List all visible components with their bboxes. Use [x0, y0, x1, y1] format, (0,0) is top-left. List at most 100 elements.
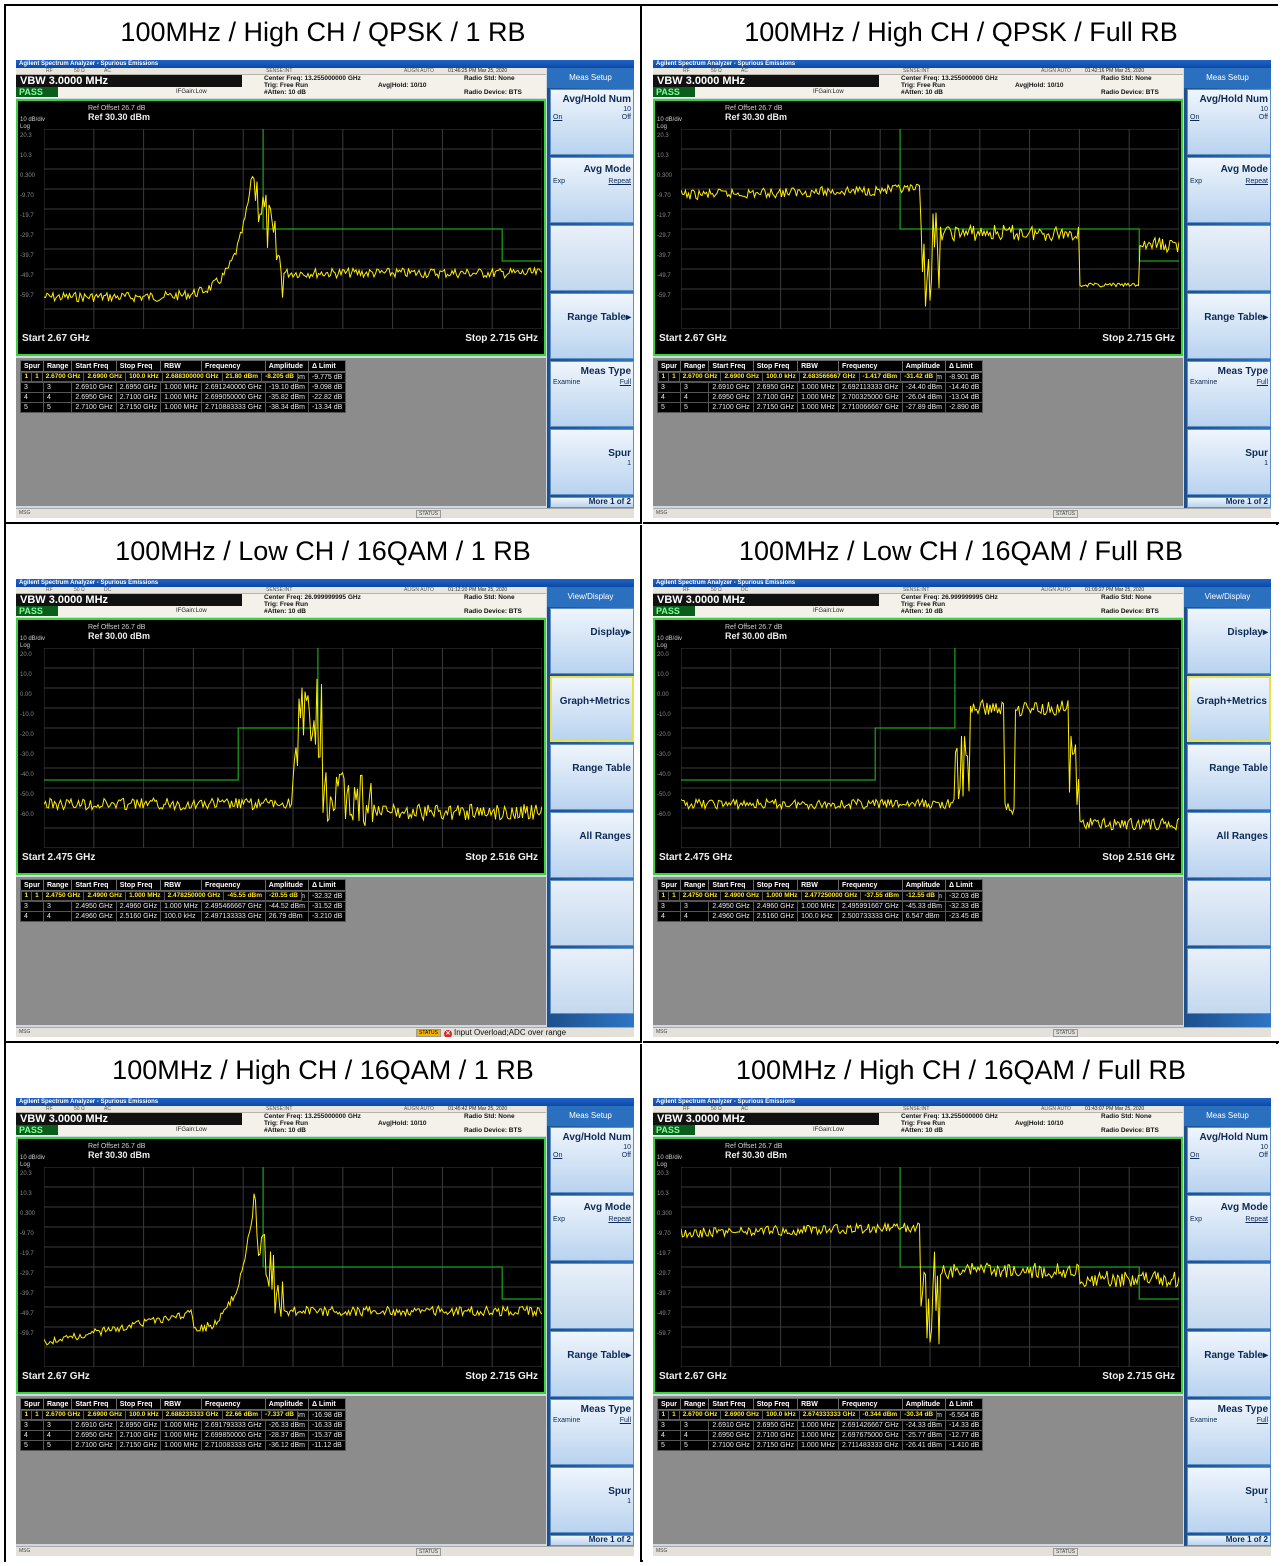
table-header: Range — [42, 1398, 73, 1410]
panel-title: 100MHz / High CH / 16QAM / 1 RB — [112, 1055, 534, 1085]
table-cell: 2.6900 GHz — [83, 372, 127, 382]
table-cell: 100.0 kHz — [160, 911, 202, 922]
range-table-softkey[interactable]: Range Table — [550, 744, 634, 810]
meas-type-softkey[interactable]: Meas Type Examine Full — [1187, 1399, 1271, 1465]
graph-metrics-softkey[interactable]: Graph+Metrics — [550, 676, 634, 742]
avg-mode-softkey[interactable]: Avg Mode Exp Repeat — [550, 1195, 634, 1261]
table-row[interactable]: 3 3 2.4950 GHz 2.4960 GHz 1.000 MHz 2.4954666… — [20, 901, 347, 912]
y-tick-label: -9.70 — [20, 1231, 34, 1237]
table-row[interactable]: 4 4 2.6950 GHz 2.7100 GHz 1.000 MHz 2.6990500… — [20, 392, 347, 403]
avg-hold-num-softkey[interactable]: Avg/Hold Num 10 On Off — [550, 89, 634, 155]
table-cell: 100.0 kHz — [762, 1410, 800, 1420]
spur-softkey[interactable]: Spur 1 — [550, 429, 634, 495]
table-row[interactable]: 3 3 2.6910 GHz 2.6950 GHz 1.000 MHz 2.6914266… — [657, 1420, 984, 1431]
range-table-softkey[interactable]: Range Table▸ — [1187, 1331, 1271, 1397]
more-softkey[interactable]: More 1 of 21 of 2 — [550, 1535, 634, 1546]
table-row[interactable]: 5 5 2.7100 GHz 2.7150 GHz 1.000 MHz 2.7114833… — [657, 1440, 984, 1451]
avg-mode-softkey[interactable]: Avg Mode Exp Repeat — [1187, 157, 1271, 223]
y-tick-label: -19.7 — [657, 213, 671, 219]
display-softkey[interactable]: Display▸ — [1187, 608, 1271, 674]
range-table-area: Spur Range Start Freq Stop Freq RBW Frequency… — [653, 1396, 1183, 1544]
table-cell: 2.699050000 GHz — [200, 392, 266, 403]
avg-mode-softkey[interactable]: Avg Mode Exp Repeat — [1187, 1195, 1271, 1261]
range-table-softkey[interactable]: Range Table — [1187, 744, 1271, 810]
radio-device: Radio Device: BTS — [1101, 1127, 1159, 1134]
avg-hold-num-softkey[interactable]: Avg/Hold Num 10 On Off — [1187, 1127, 1271, 1193]
table-cell: 4 — [679, 911, 710, 922]
impedance-indicator: 50 Ω — [74, 587, 85, 593]
softkey-menu: Meas Setup Avg/Hold Num 10 On Off Avg Mode Exp… — [547, 1106, 634, 1546]
softkey-label: More 1 of 2 — [588, 1535, 631, 1544]
status-strip: RF 50 Ω AC SENSE:INT ALIGN AUTO 01:45:42 PM M… — [16, 1106, 546, 1113]
table-row[interactable]: 3 3 2.6910 GHz 2.6950 GHz 1.000 MHz 2.6917933… — [20, 1420, 347, 1431]
table-cell: -28.37 dBm — [264, 1430, 309, 1441]
meas-type-softkey[interactable]: Meas Type Examine Full — [550, 1399, 634, 1465]
table-cell: 2.6700 GHz — [41, 1410, 85, 1420]
more-softkey[interactable]: More 1 of 21 of 2 — [550, 497, 634, 508]
table-cell: 2.478250000 GHz — [163, 891, 225, 901]
status-label: STATUS — [416, 510, 441, 518]
table-row[interactable]: 3 3 2.6910 GHz 2.6950 GHz 1.000 MHz 2.6912400… — [20, 382, 347, 393]
spur-softkey[interactable]: Spur 1 — [1187, 1467, 1271, 1533]
table-row[interactable]: 1 1 2.6700 GHz 2.6900 GHz 100.0 kHz 2.6743333… — [657, 1410, 938, 1420]
meas-type-softkey[interactable]: Meas Type Examine Full — [550, 361, 634, 427]
display-softkey[interactable]: Display▸ — [550, 608, 634, 674]
table-cell: -26.41 dBm — [901, 1440, 946, 1451]
table-row[interactable]: 5 5 2.7100 GHz 2.7150 GHz 1.000 MHz 2.7100666… — [657, 402, 984, 413]
more-softkey[interactable]: More 1 of 21 of 2 — [1187, 1535, 1271, 1546]
ifgain-readout: IFGain:Low — [813, 89, 844, 95]
spectrum-graph: Ref Offset 26.7 dB Ref 30.30 dBm 10 dB/div… — [16, 1137, 546, 1394]
table-row[interactable]: 1 1 2.6700 GHz 2.6900 GHz 100.0 kHz 2.6882333… — [20, 1410, 298, 1420]
table-row[interactable]: 1 1 2.6700 GHz 2.6900 GHz 100.0 kHz 2.6883000… — [20, 372, 298, 382]
table-cell: 1.000 MHz — [797, 1420, 839, 1431]
table-row[interactable]: 4 4 2.4960 GHz 2.5160 GHz 100.0 kHz 2.5007333… — [657, 911, 984, 922]
all-ranges-softkey[interactable]: All Ranges — [550, 812, 634, 878]
table-header: Stop Freq — [115, 879, 162, 891]
table-row[interactable]: 3 3 2.6910 GHz 2.6950 GHz 1.000 MHz 2.6921133… — [657, 382, 984, 393]
more-softkey[interactable]: More 1 of 21 of 2 — [1187, 497, 1271, 508]
start-freq: Start 2.475 GHz — [659, 852, 733, 863]
spur-softkey[interactable]: Spur 1 — [550, 1467, 634, 1533]
table-row[interactable]: 5 5 2.7100 GHz 2.7150 GHz 1.000 MHz 2.7108833… — [20, 402, 347, 413]
ref-offset: Ref Offset 26.7 dB — [725, 105, 783, 112]
table-cell: -8.205 dB — [261, 372, 298, 382]
stop-freq: Stop 2.516 GHz — [1102, 852, 1175, 863]
avg-mode-softkey[interactable]: Avg Mode Exp Repeat — [550, 157, 634, 223]
table-row[interactable]: 4 4 2.6950 GHz 2.7100 GHz 1.000 MHz 2.6998500… — [20, 1430, 347, 1441]
table-row[interactable]: 1 1 2.6700 GHz 2.6900 GHz 100.0 kHz 2.6835666… — [657, 372, 938, 382]
y-tick-label: -60.0 — [657, 812, 671, 818]
table-cell: 100.0 kHz — [125, 372, 163, 382]
status-strip: RF 50 Ω AC SENSE:INT ALIGN AUTO 01:43:07 PM M… — [653, 1106, 1183, 1113]
meas-type-softkey[interactable]: Meas Type Examine Full — [1187, 361, 1271, 427]
graph-metrics-softkey[interactable]: Graph+Metrics — [1187, 676, 1271, 742]
table-cell: 2.6950 GHz — [115, 1420, 162, 1431]
radio-std: Radio Std: None — [464, 594, 515, 601]
range-table-softkey[interactable]: Range Table▸ — [1187, 293, 1271, 359]
y-tick-label: -19.7 — [20, 213, 34, 219]
radio-device: Radio Device: BTS — [1101, 608, 1159, 615]
menu-title: Meas Setup — [1184, 68, 1271, 88]
all-ranges-softkey[interactable]: All Ranges — [1187, 812, 1271, 878]
avg-hold-num-softkey[interactable]: Avg/Hold Num 10 On Off — [1187, 89, 1271, 155]
range-table-softkey[interactable]: Range Table▸ — [550, 293, 634, 359]
table-row[interactable]: 4 4 2.6950 GHz 2.7100 GHz 1.000 MHz 2.7003250… — [657, 392, 984, 403]
y-tick-label: -29.7 — [657, 233, 671, 239]
table-row[interactable]: 3 3 2.4950 GHz 2.4960 GHz 1.000 MHz 2.4959916… — [657, 901, 984, 912]
vbw-readout: VBW 3.0000 MHz — [16, 594, 242, 606]
range-table-softkey[interactable]: Range Table▸ — [550, 1331, 634, 1397]
spur-softkey[interactable]: Spur 1 — [1187, 429, 1271, 495]
table-cell: 1.000 MHz — [797, 382, 839, 393]
table-row[interactable]: 1 1 2.4750 GHz 2.4900 GHz 1.000 MHz 2.4772500… — [657, 891, 939, 901]
softkey-menu: View/Display Display▸ Graph+Metrics Range T… — [547, 587, 634, 1027]
option-full: Full — [619, 379, 631, 386]
avg-hold-num-softkey[interactable]: Avg/Hold Num 10 On Off — [550, 1127, 634, 1193]
timestamp: 01:45:42 PM Mar 25, 2020 — [448, 1106, 508, 1112]
spectrum-graph: Ref Offset 26.7 dB Ref 30.00 dBm 10 dB/div… — [16, 618, 546, 875]
option-full: Full — [1256, 1417, 1268, 1424]
table-cell: 3 — [20, 1420, 44, 1431]
table-row[interactable]: 5 5 2.7100 GHz 2.7150 GHz 1.000 MHz 2.7100833… — [20, 1440, 347, 1451]
table-row[interactable]: 1 1 2.4750 GHz 2.4900 GHz 1.000 MHz 2.4782500… — [20, 891, 302, 901]
table-cell: 5 — [657, 402, 681, 413]
table-row[interactable]: 4 4 2.6950 GHz 2.7100 GHz 1.000 MHz 2.6976750… — [657, 1430, 984, 1441]
table-row[interactable]: 4 4 2.4960 GHz 2.5160 GHz 100.0 kHz 2.4971333… — [20, 911, 347, 922]
